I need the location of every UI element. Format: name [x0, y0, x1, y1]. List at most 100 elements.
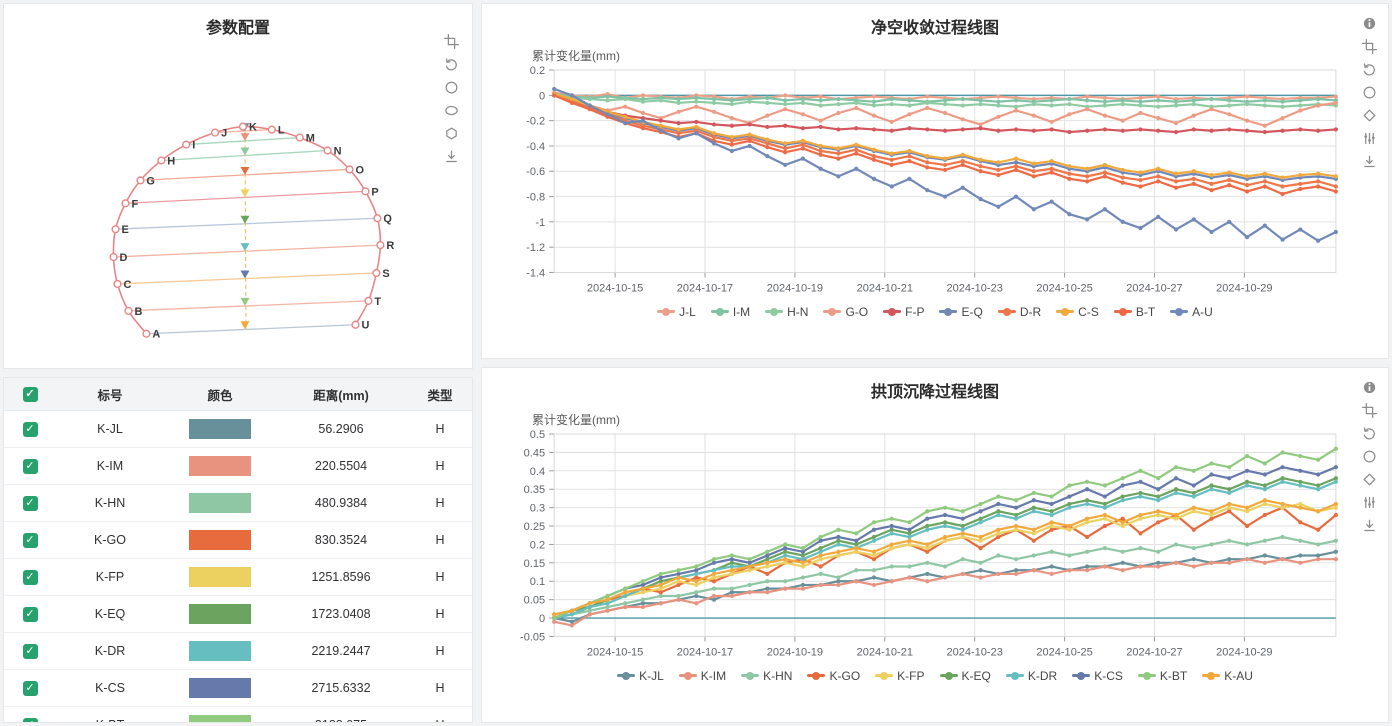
circle-icon[interactable]	[442, 78, 460, 96]
color-swatch[interactable]	[189, 456, 251, 476]
legend-item-E-Q[interactable]: E-Q	[939, 305, 983, 319]
line-chart-canvas[interactable]: 0.2 0 -0.2 -0.4 -0.6 -0.8 -1 -1.2 -1.4 2024-10-15…	[482, 64, 1388, 301]
undo-icon[interactable]	[1360, 60, 1378, 78]
hexagon-icon[interactable]	[442, 124, 460, 142]
legend-item-A-U[interactable]: A-U	[1170, 305, 1213, 319]
row-checkbox[interactable]: ✓	[22, 459, 38, 474]
row-checkbox[interactable]: ✓	[22, 533, 38, 548]
undo-icon[interactable]	[1360, 424, 1378, 442]
sliders-icon[interactable]	[1360, 129, 1378, 147]
legend-item-K-AU[interactable]: K-AU	[1202, 669, 1253, 683]
point-U[interactable]	[351, 320, 360, 329]
y-tick-label: 0.1	[530, 576, 545, 588]
point-E[interactable]	[111, 225, 120, 234]
ellipse-icon[interactable]	[442, 101, 460, 119]
point-P[interactable]	[361, 187, 370, 196]
legend-item-K-GO[interactable]: K-GO	[807, 669, 860, 683]
info-icon[interactable]	[1360, 378, 1378, 396]
point-C[interactable]	[113, 279, 122, 289]
legend-label: K-AU	[1224, 668, 1253, 683]
select-all-checkbox[interactable]: ✓	[22, 387, 38, 402]
point-T[interactable]	[364, 296, 373, 305]
download-icon[interactable]	[442, 147, 460, 165]
legend-item-K-HN[interactable]: K-HN	[741, 669, 792, 683]
legend-label: F-P	[905, 304, 925, 319]
point-F[interactable]	[121, 199, 130, 208]
x-tick-label: 2024-10-15	[587, 646, 643, 658]
point-O[interactable]	[345, 165, 354, 174]
color-swatch[interactable]	[189, 493, 251, 513]
legend-item-C-S[interactable]: C-S	[1056, 305, 1099, 319]
diamond-icon[interactable]	[1360, 470, 1378, 488]
point-Q[interactable]	[373, 214, 382, 223]
point-M[interactable]	[295, 133, 304, 142]
legend-item-H-N[interactable]: H-N	[765, 305, 808, 319]
row-label: K-GO	[56, 521, 164, 559]
point-D[interactable]	[109, 252, 118, 262]
crop-icon[interactable]	[1360, 37, 1378, 55]
color-swatch[interactable]	[189, 530, 251, 550]
legend-item-K-JL[interactable]: K-JL	[617, 669, 664, 683]
info-icon[interactable]	[1360, 14, 1378, 32]
point-H[interactable]	[157, 156, 166, 165]
legend-item-I-M[interactable]: I-M	[710, 305, 750, 319]
row-checkbox[interactable]: ✓	[22, 570, 38, 585]
point-A[interactable]	[142, 329, 151, 338]
point-J[interactable]	[211, 128, 220, 137]
color-swatch[interactable]	[189, 641, 251, 661]
point-label-Q: Q	[383, 213, 392, 225]
download-icon[interactable]	[1360, 152, 1378, 170]
row-checkbox[interactable]: ✓	[22, 496, 38, 511]
legend-item-G-O[interactable]: G-O	[823, 305, 868, 319]
circle-icon[interactable]	[1360, 83, 1378, 101]
color-swatch[interactable]	[189, 419, 251, 439]
point-I[interactable]	[182, 140, 191, 149]
line-chart-canvas[interactable]: 0.5 0.45 0.4 0.35 0.3 0.25 0.2 0.15 0.1 0.05 0 -0.0…	[482, 428, 1388, 665]
circle-icon[interactable]	[1360, 447, 1378, 465]
legend-item-B-T[interactable]: B-T	[1113, 305, 1155, 319]
row-checkbox[interactable]: ✓	[22, 422, 38, 437]
color-swatch[interactable]	[189, 715, 251, 722]
legend-item-K-IM[interactable]: K-IM	[678, 669, 726, 683]
crop-icon[interactable]	[442, 32, 460, 50]
point-K[interactable]	[238, 122, 248, 131]
y-tick-label: 0.15	[524, 558, 545, 570]
x-tick-label: 2024-10-23	[947, 646, 1003, 658]
row-checkbox[interactable]: ✓	[22, 607, 38, 622]
download-icon[interactable]	[1360, 516, 1378, 534]
legend-marker	[1202, 671, 1221, 680]
undo-icon[interactable]	[442, 55, 460, 73]
point-label-R: R	[386, 240, 394, 252]
row-checkbox[interactable]: ✓	[22, 718, 38, 722]
row-distance: 220.5504	[276, 447, 406, 485]
diamond-icon[interactable]	[1360, 106, 1378, 124]
table-row: ✓ K-FP 1251.8596 H	[4, 558, 472, 596]
point-B[interactable]	[124, 306, 133, 315]
sliders-icon[interactable]	[1360, 493, 1378, 511]
color-swatch[interactable]	[189, 678, 251, 698]
legend-item-K-EQ[interactable]: K-EQ	[939, 668, 991, 683]
row-checkbox[interactable]: ✓	[22, 644, 38, 659]
color-swatch[interactable]	[189, 567, 251, 587]
legend-item-K-DR[interactable]: K-DR	[1005, 669, 1057, 683]
legend-item-K-FP[interactable]: K-FP	[875, 669, 925, 683]
point-L[interactable]	[267, 125, 276, 134]
point-R[interactable]	[376, 241, 385, 250]
point-N[interactable]	[323, 146, 332, 155]
crop-icon[interactable]	[1360, 401, 1378, 419]
color-swatch[interactable]	[189, 604, 251, 624]
legend-item-F-P[interactable]: F-P	[883, 305, 924, 319]
legend-item-K-CS[interactable]: K-CS	[1072, 669, 1123, 683]
legend-item-K-BT[interactable]: K-BT	[1137, 669, 1187, 683]
y-tick-label: 0.4	[530, 466, 545, 478]
legend-label: K-EQ	[961, 668, 991, 683]
point-S[interactable]	[372, 268, 381, 278]
row-type: H	[406, 595, 472, 633]
header-label: 标号	[56, 378, 164, 411]
legend-item-D-R[interactable]: D-R	[997, 305, 1041, 319]
tunnel-diagram[interactable]: AB C D E FGH I J K L M N OP Q R S TU	[4, 38, 472, 369]
point-G[interactable]	[136, 176, 145, 185]
legend-item-J-L[interactable]: J-L	[657, 305, 696, 319]
row-checkbox[interactable]: ✓	[22, 681, 38, 696]
